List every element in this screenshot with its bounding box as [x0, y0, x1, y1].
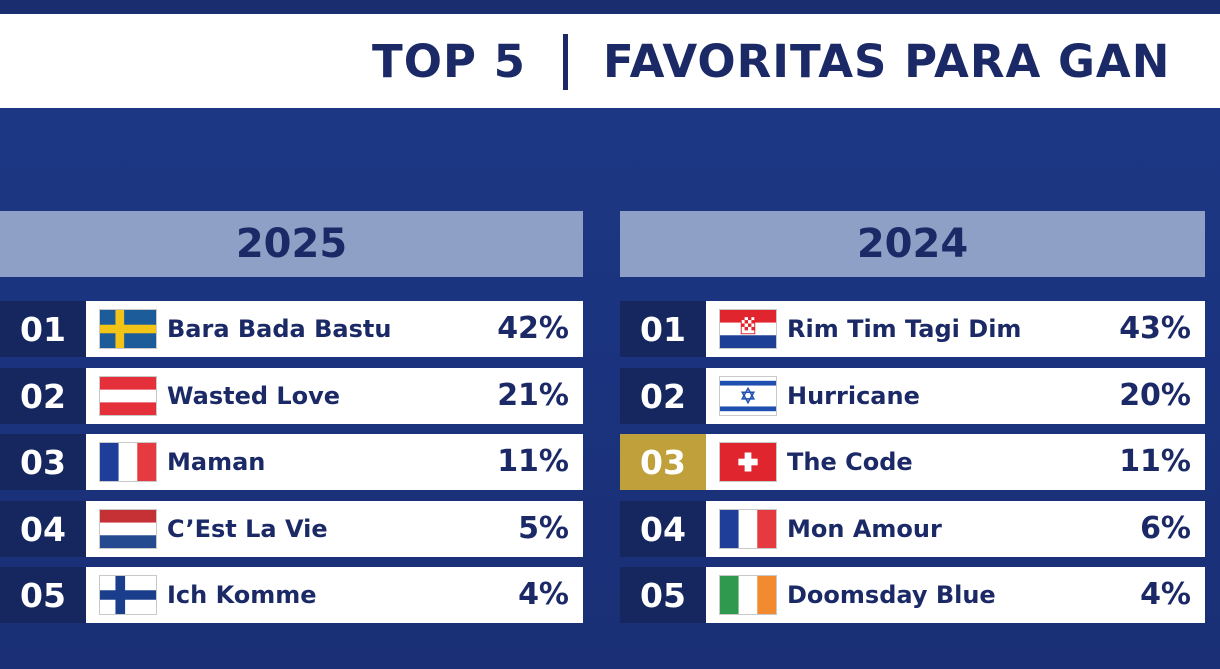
entry-cell: Bara Bada Bastu 42% — [86, 301, 583, 357]
song-title: Maman — [167, 448, 266, 476]
list-item: 05 Ich Komme 4% — [0, 567, 583, 623]
france-flag-icon — [99, 442, 157, 482]
list-item: 04 C’Est La Vie 5% — [0, 501, 583, 557]
netherlands-flag-icon — [99, 509, 157, 549]
song-title: C’Est La Vie — [167, 515, 328, 543]
entry-cell: Hurricane 20% — [706, 368, 1205, 424]
song-title: Hurricane — [787, 382, 920, 410]
france-flag-icon — [719, 509, 777, 549]
rank-badge: 04 — [620, 501, 706, 557]
song-title: Doomsday Blue — [787, 581, 996, 609]
song-title: Mon Amour — [787, 515, 942, 543]
list-item: 03 The Code 11% — [620, 434, 1205, 490]
song-title: Ich Komme — [167, 581, 317, 609]
vote-percent: 11% — [497, 444, 569, 479]
title-favoritas: FAVORITAS PARA GAN — [603, 35, 1171, 88]
rank-badge: 05 — [0, 567, 86, 623]
ireland-flag-icon — [719, 575, 777, 615]
list-item: 02 Wasted Love 21% — [0, 368, 583, 424]
vote-percent: 4% — [518, 577, 569, 612]
list-item: 05 Doomsday Blue 4% — [620, 567, 1205, 623]
austria-flag-icon — [99, 376, 157, 416]
rank-badge: 01 — [620, 301, 706, 357]
entry-cell: Maman 11% — [86, 434, 583, 490]
croatia-flag-icon — [719, 309, 777, 349]
list-item: 01 Rim Tim Tagi Dim — [620, 301, 1205, 357]
entry-cell: C’Est La Vie 5% — [86, 501, 583, 557]
entry-cell: Ich Komme 4% — [86, 567, 583, 623]
entry-cell: Rim Tim Tagi Dim 43% — [706, 301, 1205, 357]
list-item: 04 Mon Amour 6% — [620, 501, 1205, 557]
entry-cell: Doomsday Blue 4% — [706, 567, 1205, 623]
rank-badge-highlighted: 03 — [620, 434, 706, 490]
rank-badge: 02 — [0, 368, 86, 424]
vote-percent: 6% — [1140, 511, 1191, 546]
rank-badge: 01 — [0, 301, 86, 357]
finland-flag-icon — [99, 575, 157, 615]
list-item: 03 Maman 11% — [0, 434, 583, 490]
title-top5: TOP 5 — [372, 35, 526, 88]
vote-percent: 20% — [1119, 378, 1191, 413]
vote-percent: 42% — [497, 311, 569, 346]
vote-percent: 5% — [518, 511, 569, 546]
vote-percent: 11% — [1119, 444, 1191, 479]
song-title: Rim Tim Tagi Dim — [787, 315, 1022, 343]
rank-badge: 04 — [0, 501, 86, 557]
list-item: 01 Bara Bada Bastu 42% — [0, 301, 583, 357]
rank-badge: 05 — [620, 567, 706, 623]
title-separator — [563, 34, 568, 90]
vote-percent: 21% — [497, 378, 569, 413]
entry-cell: Mon Amour 6% — [706, 501, 1205, 557]
rank-badge: 02 — [620, 368, 706, 424]
top-strip — [0, 0, 1220, 14]
vote-percent: 43% — [1119, 311, 1191, 346]
year-header-2025: 2025 — [0, 211, 583, 277]
rank-badge: 03 — [0, 434, 86, 490]
entry-cell: Wasted Love 21% — [86, 368, 583, 424]
song-title: The Code — [787, 448, 913, 476]
switzerland-flag-icon — [719, 442, 777, 482]
israel-flag-icon — [719, 376, 777, 416]
year-header-2024: 2024 — [620, 211, 1205, 277]
vote-percent: 4% — [1140, 577, 1191, 612]
list-item: 02 Hurricane 20% — [620, 368, 1205, 424]
entry-cell: The Code 11% — [706, 434, 1205, 490]
title-bar: TOP 5 FAVORITAS PARA GAN — [0, 14, 1220, 108]
sweden-flag-icon — [99, 309, 157, 349]
song-title: Wasted Love — [167, 382, 341, 410]
song-title: Bara Bada Bastu — [167, 315, 392, 343]
